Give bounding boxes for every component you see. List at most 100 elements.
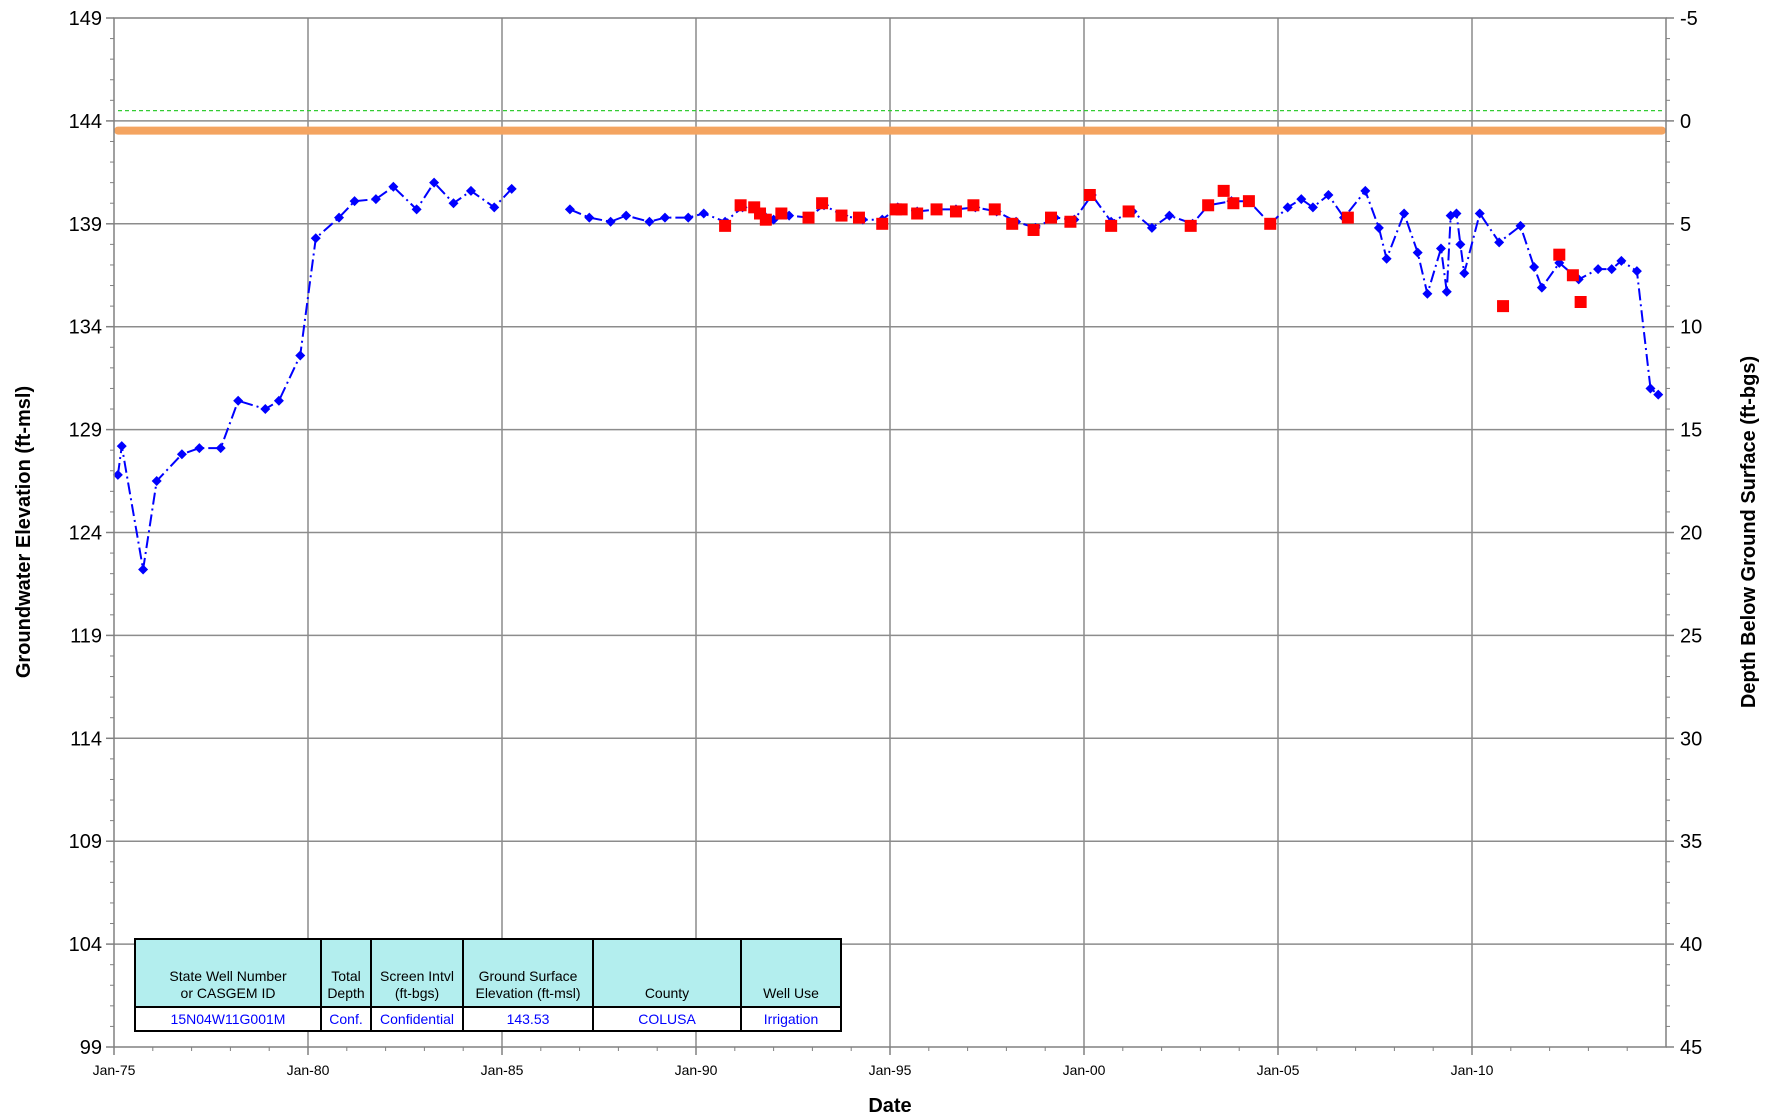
- diamond-marker: [1381, 253, 1392, 264]
- y-tick-label: 129: [69, 420, 102, 442]
- square-marker: [1264, 217, 1277, 230]
- square-marker: [1553, 248, 1566, 261]
- y-tick-label: 134: [69, 317, 102, 339]
- diamond-marker: [1455, 239, 1466, 250]
- diamond-marker: [388, 181, 399, 192]
- data-series: [112, 177, 1664, 575]
- square-marker: [759, 213, 772, 226]
- square-marker: [852, 211, 865, 224]
- square-marker: [876, 217, 889, 230]
- y-tick-label: 119: [70, 625, 102, 647]
- x-axis-title: Date: [868, 1095, 911, 1117]
- value-screen-interval: Confidential: [370, 1006, 464, 1032]
- diamond-marker: [1653, 389, 1664, 400]
- square-marker: [816, 197, 829, 210]
- square-marker: [1006, 217, 1019, 230]
- value-well-number: 15N04W11G001M: [134, 1006, 322, 1032]
- diamond-marker: [1515, 220, 1526, 231]
- diamond-marker: [1307, 202, 1318, 213]
- square-marker: [1242, 195, 1255, 208]
- square-marker: [1027, 223, 1040, 236]
- square-marker: [1227, 197, 1240, 210]
- header-well-use: Well Use: [740, 938, 842, 1008]
- square-marker: [1574, 296, 1587, 309]
- diamond-marker: [1146, 222, 1157, 233]
- header-ground-surface: Ground Surface Elevation (ft-msl): [462, 938, 594, 1008]
- x-tick-label: Jan-85: [481, 1062, 524, 1078]
- y-tick-label: 144: [69, 111, 102, 133]
- diamond-marker: [1435, 243, 1446, 254]
- diamond-marker: [334, 212, 345, 223]
- diamond-marker: [295, 350, 306, 361]
- diamond-marker: [605, 216, 616, 227]
- y2-tick-label: 35: [1680, 831, 1702, 853]
- square-marker: [1064, 215, 1077, 228]
- diamond-marker: [1323, 189, 1334, 200]
- y2-axis-title: Depth Below Ground Surface (ft-bgs): [1738, 356, 1760, 708]
- diamond-marker: [1412, 247, 1423, 258]
- diamond-marker: [1459, 268, 1470, 279]
- square-marker: [1217, 184, 1230, 197]
- diamond-marker: [1645, 383, 1656, 394]
- square-marker: [835, 209, 848, 222]
- diamond-marker: [683, 212, 694, 223]
- well-info-header-row: State Well Number or CASGEM ID Total Dep…: [134, 938, 842, 1008]
- diamond-marker: [1529, 262, 1540, 273]
- diamond-marker: [260, 404, 271, 415]
- diamond-marker: [349, 196, 360, 207]
- diamond-marker: [1164, 210, 1175, 221]
- diamond-marker: [584, 212, 595, 223]
- diamond-marker: [1631, 266, 1642, 277]
- header-total-depth: Total Depth: [320, 938, 372, 1008]
- square-marker: [1566, 269, 1579, 282]
- diamond-marker: [1360, 185, 1371, 196]
- diamond-marker: [1282, 202, 1293, 213]
- square-marker: [775, 207, 788, 220]
- diamond-marker: [112, 469, 123, 480]
- square-marker: [734, 199, 747, 212]
- well-info-value-row: 15N04W11G001M Conf. Confidential 143.53 …: [134, 1006, 842, 1032]
- diamond-marker: [465, 185, 476, 196]
- y2-tick-label: 0: [1680, 111, 1691, 133]
- value-total-depth: Conf.: [320, 1006, 372, 1032]
- value-county: COLUSA: [592, 1006, 742, 1032]
- well-info-table: State Well Number or CASGEM ID Total Dep…: [134, 938, 842, 1032]
- reference-lines: [114, 110, 1666, 135]
- square-marker: [949, 205, 962, 218]
- diamond-marker: [1606, 264, 1617, 275]
- diamond-marker: [1474, 208, 1485, 219]
- diamond-marker: [698, 208, 709, 219]
- diamond-marker: [151, 476, 162, 487]
- y-tick-label: 114: [70, 728, 102, 750]
- y2-tick-label: -5: [1680, 8, 1698, 30]
- diamond-marker: [1441, 286, 1452, 297]
- y2-tick-label: 15: [1680, 420, 1702, 442]
- diamond-marker: [273, 395, 284, 406]
- y2-tick-label: 20: [1680, 523, 1702, 545]
- x-tick-label: Jan-05: [1257, 1062, 1300, 1078]
- y2-tick-label: 30: [1680, 728, 1702, 750]
- y2-tick-label: 45: [1680, 1037, 1702, 1059]
- series-line: [116, 180, 513, 570]
- y2-tick-label: 10: [1680, 317, 1702, 339]
- square-marker: [967, 199, 980, 212]
- square-marker: [1341, 211, 1354, 224]
- diamond-marker: [1536, 282, 1547, 293]
- diamond-marker: [489, 202, 500, 213]
- diamond-marker: [1593, 264, 1604, 275]
- diamond-marker: [116, 441, 127, 452]
- diamond-marker: [411, 204, 422, 215]
- value-ground-surface: 143.53: [462, 1006, 594, 1032]
- diamond-marker: [429, 177, 440, 188]
- diamond-marker: [1422, 288, 1433, 299]
- header-well-number: State Well Number or CASGEM ID: [134, 938, 322, 1008]
- diamond-marker: [659, 212, 670, 223]
- y-tick-label: 104: [69, 934, 102, 956]
- x-tick-label: Jan-90: [675, 1062, 718, 1078]
- square-marker: [1045, 211, 1058, 224]
- axis-ticks: 149 -5 144 0 139 5 134 10 129 15 124 20 119 25 114 30 10…: [69, 8, 1703, 1078]
- square-marker: [1105, 219, 1118, 232]
- header-screen-interval: Screen Intvl (ft-bgs): [370, 938, 464, 1008]
- diamond-marker: [644, 216, 655, 227]
